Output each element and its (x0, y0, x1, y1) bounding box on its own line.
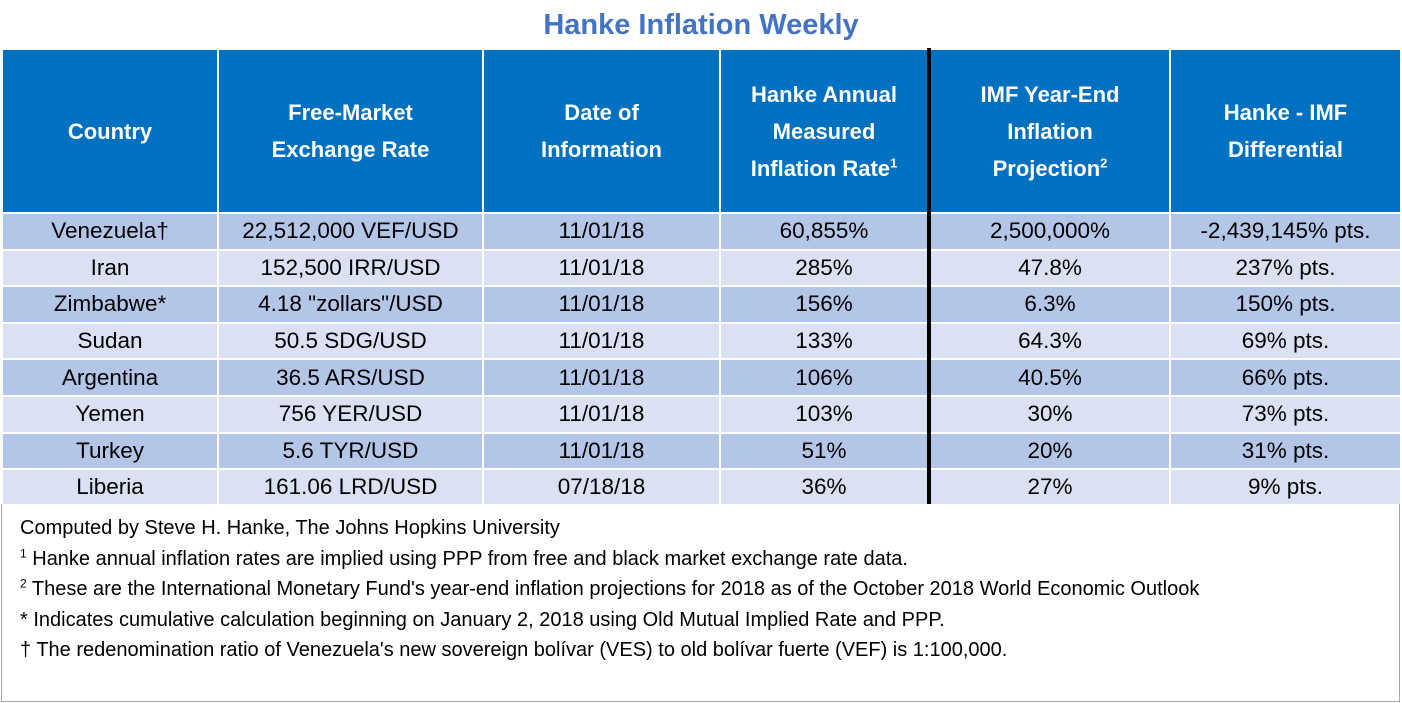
header-line: Hanke Annual (751, 81, 897, 107)
cell-exchange-rate: 4.18 "zollars"/USD (217, 285, 484, 324)
table-row: Zimbabwe* 4.18 "zollars"/USD 11/01/18 156% 6… (1, 285, 1402, 324)
cell-differential: 66% pts. (1169, 358, 1402, 397)
cell-exchange-rate: 50.5 SDG/USD (217, 321, 484, 361)
cell-date: 11/01/18 (482, 285, 721, 324)
cell-hanke-rate: 103% (719, 394, 930, 434)
table-row: Yemen 756 YER/USD 11/01/18 103% 30% 73% pts. (1, 394, 1402, 434)
cell-country: Venezuela† (1, 212, 219, 251)
cell-imf-projection: 40.5% (927, 358, 1171, 397)
cell-exchange-rate: 36.5 ARS/USD (217, 358, 484, 397)
column-header-imf-projection: IMF Year-End Inflation Projection2 (927, 48, 1171, 214)
cell-date: 11/01/18 (482, 431, 721, 471)
cell-differential: 9% pts. (1169, 468, 1402, 507)
header-line: IMF Year-End (980, 81, 1120, 107)
column-header-date: Date of Information (482, 48, 721, 214)
cell-hanke-rate: 106% (719, 358, 930, 397)
footnote-text: These are the International Monetary Fun… (26, 578, 1200, 600)
table-row: Sudan 50.5 SDG/USD 11/01/18 133% 64.3% 69% pt… (1, 321, 1402, 361)
cell-differential: 73% pts. (1169, 394, 1402, 434)
column-header-exchange-rate: Free-Market Exchange Rate (217, 48, 484, 214)
column-header-country: Country (1, 48, 219, 214)
header-superscript: 2 (1100, 155, 1108, 171)
column-header-differential: Hanke - IMF Differential (1169, 48, 1402, 214)
cell-hanke-rate: 36% (719, 468, 930, 507)
cell-country: Yemen (1, 394, 219, 434)
table-body: Venezuela† 22,512,000 VEF/USD 11/01/18 60,8… (1, 212, 1402, 507)
inflation-table-container: Country Free-Market Exchange Rate Date of In… (1, 48, 1402, 507)
table-row: Liberia 161.06 LRD/USD 07/18/18 36% 27% 9% pt… (1, 468, 1402, 507)
header-superscript: 1 (890, 155, 898, 171)
cell-date: 11/01/18 (482, 212, 721, 251)
header-line: Measured (772, 118, 876, 144)
cell-exchange-rate: 756 YER/USD (217, 394, 484, 434)
cell-hanke-rate: 133% (719, 321, 930, 361)
header-line: Differential (1228, 137, 1343, 162)
footnote-marker: 2 (20, 576, 27, 591)
table-row: Turkey 5.6 TYR/USD 11/01/18 51% 20% 31% pts. (1, 431, 1402, 471)
header-line: Information (541, 137, 662, 162)
footnote-marker: 1 (20, 545, 27, 560)
header-line: Projection (992, 155, 1101, 181)
cell-differential: 237% pts. (1169, 248, 1402, 288)
footnote-text: † The redenomination ratio of Venezuela'… (20, 639, 1008, 661)
cell-imf-projection: 2,500,000% (927, 212, 1171, 251)
cell-differential: 150% pts. (1169, 285, 1402, 324)
cell-differential: 31% pts. (1169, 431, 1402, 471)
footnote-text: * Indicates cumulative calculation begin… (20, 608, 945, 631)
header-line: Exchange Rate (271, 137, 430, 162)
cell-date: 11/01/18 (482, 358, 721, 397)
cell-imf-projection: 30% (927, 394, 1171, 434)
footnote: * Indicates cumulative calculation begin… (20, 605, 1399, 636)
cell-exchange-rate: 161.06 LRD/USD (217, 468, 484, 507)
header-line: Country (67, 118, 153, 144)
cell-imf-projection: 20% (927, 431, 1171, 471)
cell-date: 07/18/18 (482, 468, 721, 507)
table-row: Iran 152,500 IRR/USD 11/01/18 285% 47.8% 237%… (1, 248, 1402, 288)
cell-imf-projection: 47.8% (927, 248, 1171, 288)
cell-date: 11/01/18 (482, 321, 721, 361)
cell-country: Sudan (1, 321, 219, 361)
footnote: Computed by Steve H. Hanke, The Johns Ho… (20, 513, 1399, 544)
footnote: 2 These are the International Monetary F… (20, 574, 1399, 605)
cell-country: Turkey (1, 431, 219, 471)
table-title: Hanke Inflation Weekly (543, 9, 859, 41)
column-header-hanke-rate: Hanke Annual Measured Inflation Rate1 (719, 48, 930, 214)
table-row: Venezuela† 22,512,000 VEF/USD 11/01/18 60,8… (1, 212, 1402, 251)
cell-country: Iran (1, 248, 219, 288)
footnotes: Computed by Steve H. Hanke, The Johns Ho… (1, 504, 1400, 702)
header-line: Inflation Rate (750, 155, 891, 181)
cell-imf-projection: 27% (927, 468, 1171, 507)
cell-country: Argentina (1, 358, 219, 397)
cell-hanke-rate: 60,855% (719, 212, 930, 251)
cell-differential: -2,439,145% pts. (1169, 212, 1402, 251)
header-line: Date of (564, 100, 639, 125)
header-row: Country Free-Market Exchange Rate Date of In… (1, 48, 1402, 214)
header-line: Free-Market (288, 100, 413, 125)
cell-date: 11/01/18 (482, 394, 721, 434)
cell-hanke-rate: 156% (719, 285, 930, 324)
inflation-table: Country Free-Market Exchange Rate Date of In… (1, 48, 1402, 507)
header-line: Hanke - IMF (1223, 100, 1348, 125)
footnote: 1 Hanke annual inflation rates are impli… (20, 544, 1399, 575)
cell-exchange-rate: 5.6 TYR/USD (217, 431, 484, 471)
cell-hanke-rate: 51% (719, 431, 930, 471)
cell-imf-projection: 6.3% (927, 285, 1171, 324)
cell-differential: 69% pts. (1169, 321, 1402, 361)
header-line: Inflation (1007, 118, 1093, 144)
cell-hanke-rate: 285% (719, 248, 930, 288)
footnote-text: Hanke annual inflation rates are implied… (26, 547, 908, 570)
table-row: Argentina 36.5 ARS/USD 11/01/18 106% 40.5% 66… (1, 358, 1402, 397)
cell-exchange-rate: 152,500 IRR/USD (217, 248, 484, 288)
cell-country: Zimbabwe* (1, 285, 219, 324)
cell-exchange-rate: 22,512,000 VEF/USD (217, 212, 484, 251)
cell-imf-projection: 64.3% (927, 321, 1171, 361)
cell-date: 11/01/18 (482, 248, 721, 288)
footnote: † The redenomination ratio of Venezuela'… (20, 635, 1399, 666)
cell-country: Liberia (1, 468, 219, 507)
footnote-text: Computed by Steve H. Hanke, The Johns Ho… (20, 517, 560, 539)
